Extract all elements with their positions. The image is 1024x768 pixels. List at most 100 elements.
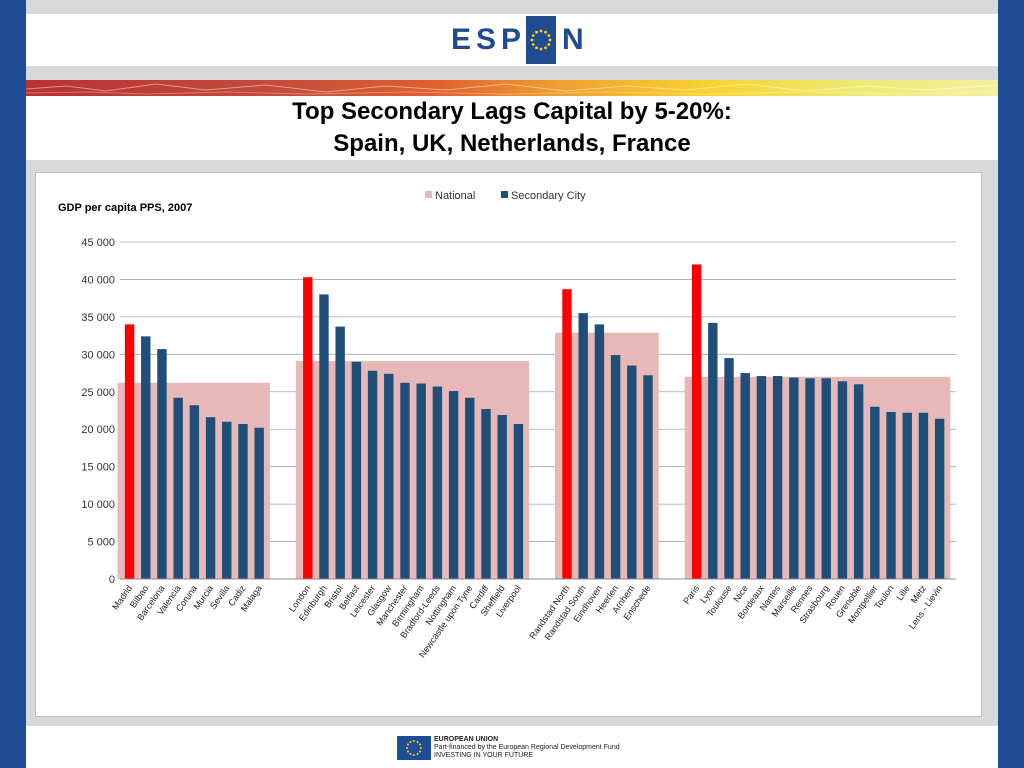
secondary-city-bar bbox=[367, 370, 378, 579]
star-icon bbox=[530, 38, 534, 42]
secondary-city-bar bbox=[934, 418, 945, 579]
secondary-city-bar bbox=[643, 375, 653, 579]
capital-city-bar bbox=[303, 277, 313, 579]
logo-eu-stars-icon bbox=[526, 16, 557, 64]
star-icon bbox=[413, 754, 415, 756]
chart-frame: GDP per capita PPS, 2007 National Secondar… bbox=[35, 172, 982, 717]
espon-logo: ESP N bbox=[451, 14, 589, 66]
star-icon bbox=[547, 43, 551, 46]
star-icon bbox=[406, 743, 409, 746]
secondary-city-bar bbox=[141, 336, 151, 579]
secondary-city-bar bbox=[772, 376, 783, 579]
secondary-city-bar bbox=[481, 409, 491, 579]
eu-funding-line-1: EUROPEAN UNION bbox=[434, 736, 499, 743]
slide-title-area: Top Secondary Lags Capital by 5-20%: Spa… bbox=[26, 96, 998, 160]
star-icon bbox=[548, 38, 552, 42]
star-icon bbox=[547, 34, 551, 37]
logo-text-right: N bbox=[562, 23, 589, 56]
secondary-city-bar bbox=[918, 412, 929, 579]
y-tick-label: 0 bbox=[109, 574, 115, 586]
secondary-city-bar bbox=[416, 383, 426, 579]
y-tick-label: 45 000 bbox=[81, 237, 115, 249]
secondary-city-bar bbox=[870, 406, 880, 579]
secondary-city-bar bbox=[756, 376, 767, 579]
secondary-city-bar bbox=[319, 294, 329, 579]
secondary-city-bar bbox=[157, 349, 167, 579]
y-tick-label: 35 000 bbox=[81, 312, 115, 324]
legend-swatch-national bbox=[425, 191, 432, 198]
x-tick-label: Madrid bbox=[110, 583, 134, 611]
star-icon bbox=[531, 34, 535, 37]
eu-funding-line-2: Part-financed by the European Regional D… bbox=[434, 744, 620, 751]
y-tick-label: 30 000 bbox=[81, 349, 115, 361]
secondary-city-bar bbox=[513, 423, 524, 579]
secondary-city-bar bbox=[465, 397, 475, 579]
secondary-city-bar bbox=[448, 391, 459, 579]
y-tick-label: 20 000 bbox=[81, 424, 115, 436]
footer bbox=[26, 726, 998, 768]
star-icon bbox=[420, 747, 422, 749]
star-icon bbox=[535, 46, 538, 50]
star-icon bbox=[531, 43, 535, 46]
header-strip bbox=[26, 14, 998, 66]
right-frame-bar bbox=[998, 0, 1024, 768]
y-tick-label: 5 000 bbox=[87, 537, 115, 549]
legend-swatch-secondary bbox=[501, 191, 508, 198]
y-tick-label: 10 000 bbox=[81, 499, 115, 511]
left-frame-bar bbox=[0, 0, 26, 768]
secondary-city-bar bbox=[238, 423, 248, 579]
star-icon bbox=[416, 740, 419, 743]
gdp-bar-chart: GDP per capita PPS, 2007 National Secondar… bbox=[58, 190, 956, 660]
star-icon bbox=[419, 750, 422, 753]
legend-label-secondary: Secondary City bbox=[511, 190, 586, 202]
national-bar bbox=[295, 361, 530, 579]
star-icon bbox=[409, 740, 412, 743]
star-icon bbox=[406, 747, 408, 749]
secondary-city-bar bbox=[610, 355, 621, 579]
capital-city-bar bbox=[562, 289, 572, 579]
secondary-city-bar bbox=[189, 405, 200, 579]
x-tick-label: Paris bbox=[681, 583, 701, 606]
star-icon bbox=[539, 29, 543, 33]
secondary-city-bar bbox=[724, 358, 734, 579]
star-icon bbox=[416, 753, 419, 756]
map-strip-banner bbox=[26, 80, 998, 96]
secondary-city-bar bbox=[821, 378, 831, 579]
secondary-city-bar bbox=[254, 427, 264, 579]
star-icon bbox=[413, 740, 415, 742]
star-icon bbox=[544, 46, 547, 50]
star-icon bbox=[535, 30, 538, 34]
secondary-city-bar bbox=[335, 326, 345, 579]
star-icon bbox=[419, 743, 422, 746]
capital-city-bar bbox=[124, 324, 135, 579]
y-tick-label: 15 000 bbox=[81, 462, 115, 474]
secondary-city-bar bbox=[853, 384, 864, 579]
secondary-city-bar bbox=[805, 378, 815, 579]
legend-label-national: National bbox=[435, 190, 475, 202]
logo-text-left: ESP bbox=[451, 23, 527, 56]
eu-funding-line-3: INVESTING IN YOUR FUTURE bbox=[434, 752, 534, 759]
secondary-city-bar bbox=[886, 411, 896, 579]
secondary-city-bar bbox=[594, 324, 605, 579]
star-icon bbox=[539, 47, 543, 51]
secondary-city-bar bbox=[497, 414, 507, 579]
secondary-city-bar bbox=[578, 313, 588, 579]
star-icon bbox=[409, 753, 412, 756]
slide-title-line-2: Spain, UK, Netherlands, France bbox=[333, 130, 691, 157]
chart-legend: National Secondary City bbox=[425, 190, 586, 202]
secondary-city-bar bbox=[222, 421, 232, 579]
y-tick-label: 25 000 bbox=[81, 387, 115, 399]
chart-title: GDP per capita PPS, 2007 bbox=[58, 202, 192, 214]
secondary-city-bar bbox=[740, 373, 750, 579]
slide-title-line-1: Top Secondary Lags Capital by 5-20%: bbox=[292, 98, 732, 125]
capital-city-bar bbox=[691, 264, 702, 579]
secondary-city-bar bbox=[432, 386, 443, 579]
eu-funding-text: EUROPEAN UNION Part-financed by the Euro… bbox=[434, 736, 620, 760]
secondary-city-bar bbox=[708, 322, 718, 579]
y-tick-label: 40 000 bbox=[81, 274, 115, 286]
secondary-city-bar bbox=[789, 377, 799, 579]
secondary-city-bar bbox=[384, 373, 394, 579]
secondary-city-bar bbox=[902, 412, 912, 579]
star-icon bbox=[406, 750, 409, 753]
star-icon bbox=[544, 30, 547, 34]
